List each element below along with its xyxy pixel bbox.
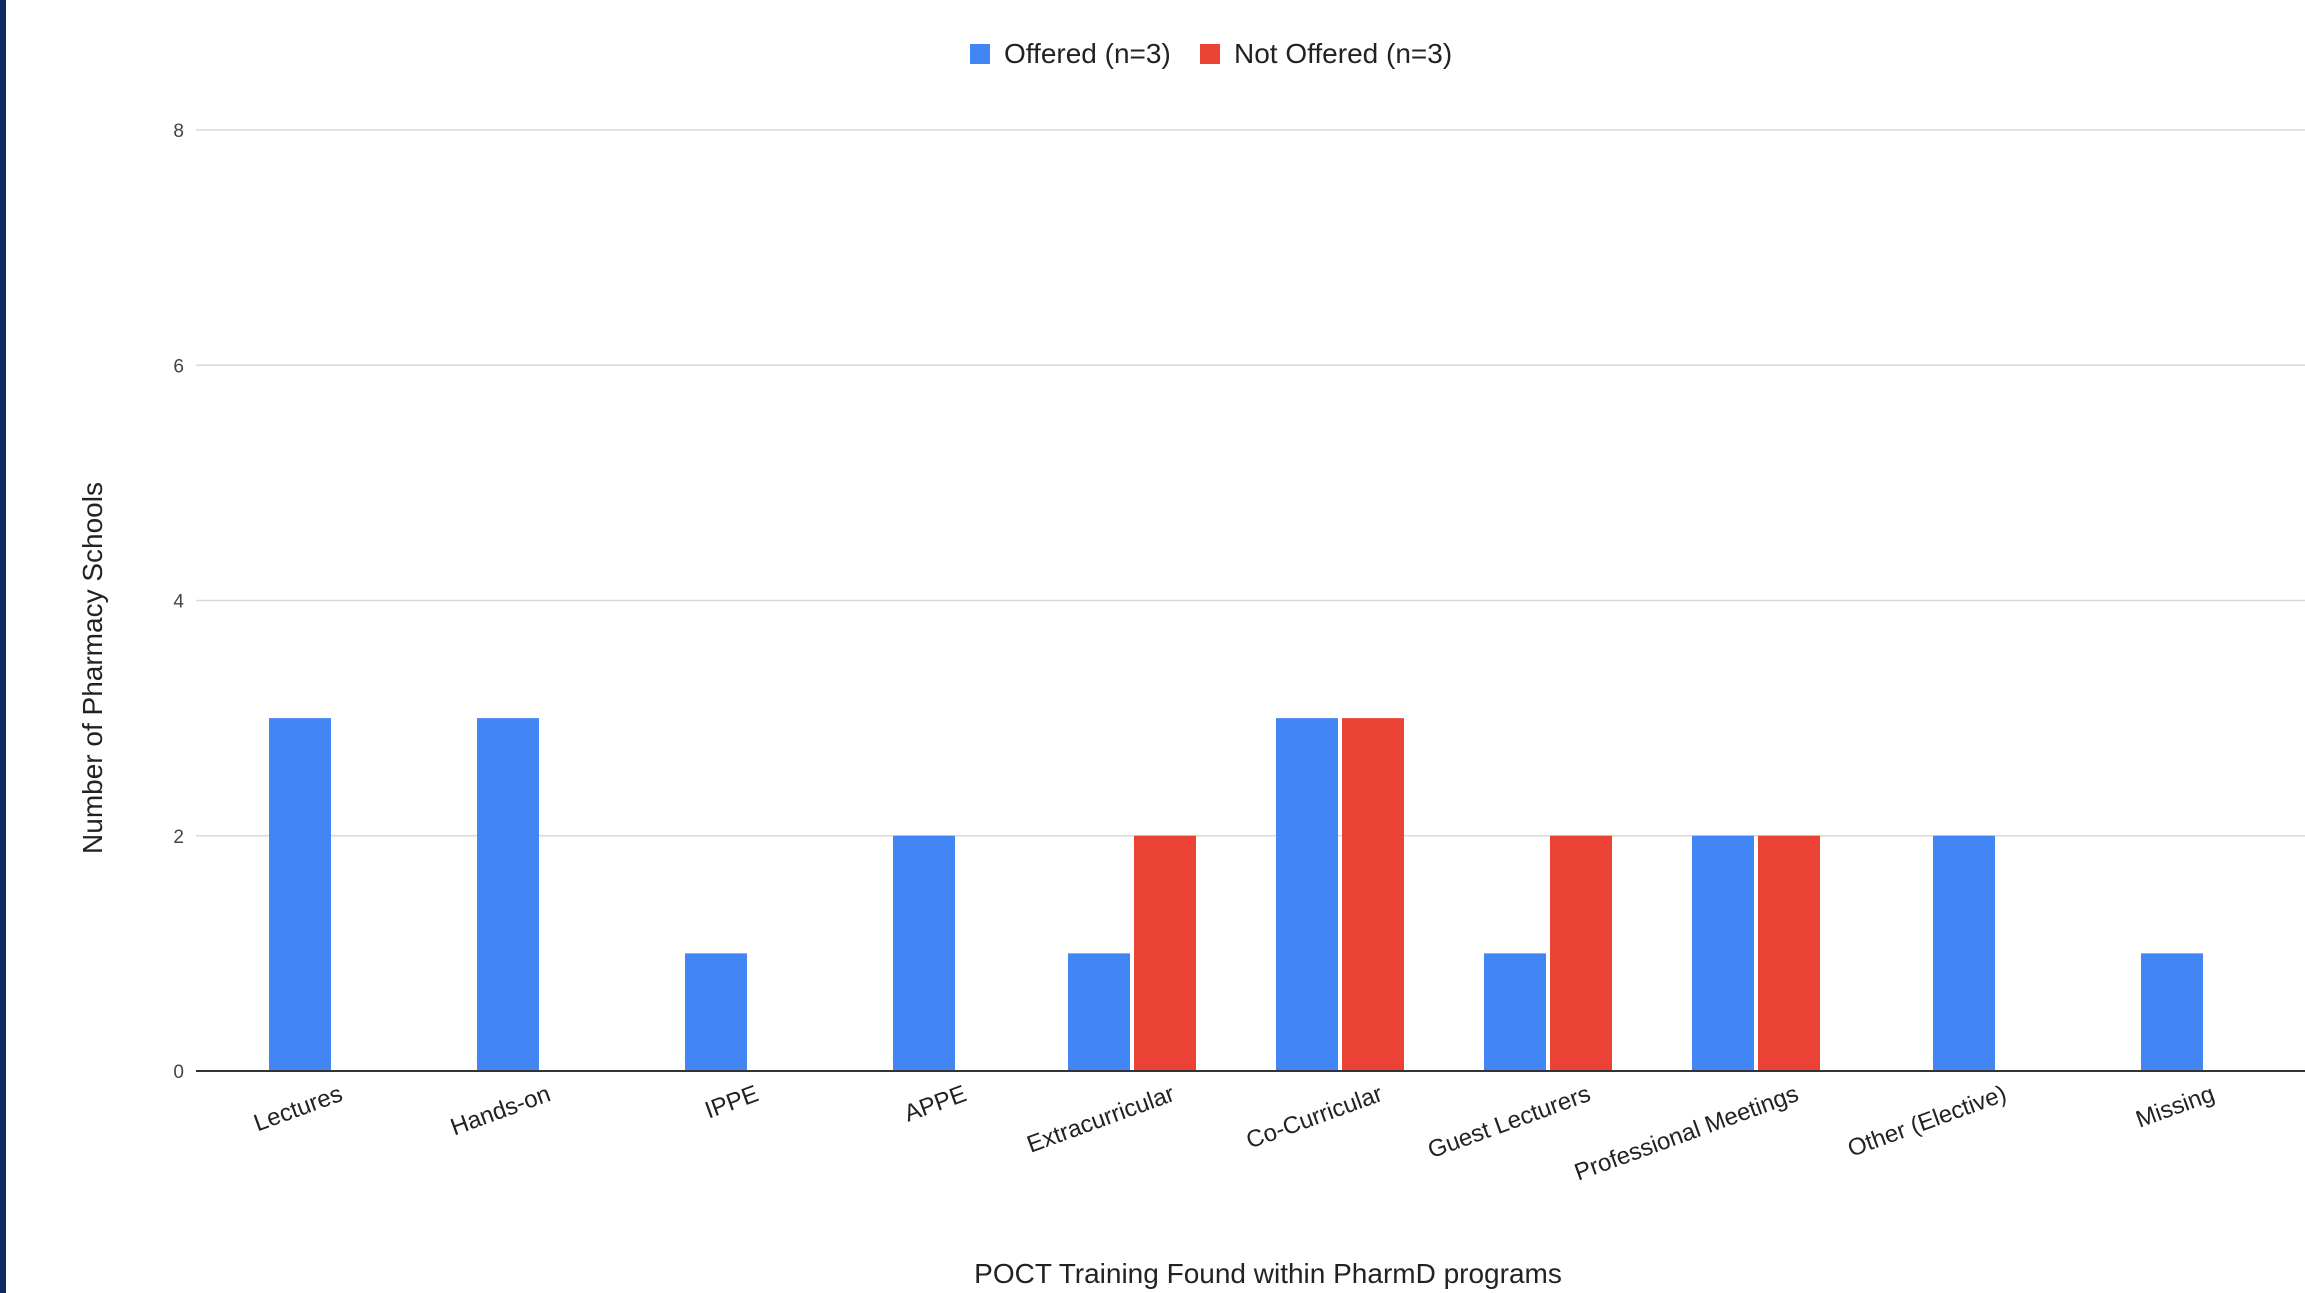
bars <box>269 718 2203 1071</box>
x-tick-label: Co-Curricular <box>1243 1080 1386 1154</box>
bar-offered <box>269 718 331 1071</box>
x-tick-label: Hands-on <box>447 1080 554 1141</box>
x-tick-label: IPPE <box>701 1080 762 1124</box>
y-tick-label: 6 <box>173 356 184 377</box>
y-tick-label: 2 <box>173 827 184 848</box>
bar-not-offered <box>1550 835 1612 1071</box>
bar-offered <box>1484 953 1546 1071</box>
x-tick-label: Professional Meetings <box>1571 1080 1802 1186</box>
x-tick-label: Other (Elective) <box>1844 1080 2010 1162</box>
legend-swatch <box>970 44 990 64</box>
left-border-bar <box>0 0 6 1293</box>
bar-offered <box>1068 953 1130 1071</box>
legend: Offered (n=3) Not Offered (n=3) <box>970 38 1452 69</box>
x-tick-label: APPE <box>901 1080 970 1127</box>
bar-offered <box>685 953 747 1071</box>
y-tick-label: 8 <box>173 121 184 142</box>
y-axis-title: Number of Pharmacy Schools <box>77 482 108 854</box>
bar-offered <box>2141 953 2203 1071</box>
bar-offered <box>477 718 539 1071</box>
x-tick-label: Missing <box>2132 1080 2218 1133</box>
bar-offered <box>1276 718 1338 1071</box>
legend-label: Offered (n=3) <box>1004 38 1171 69</box>
x-tick-label: Extracurricular <box>1023 1080 1178 1158</box>
bar-not-offered <box>1134 835 1196 1071</box>
x-tick-label: Guest Lecturers <box>1424 1080 1594 1164</box>
y-tick-label: 4 <box>173 592 184 613</box>
bar-offered <box>1692 835 1754 1071</box>
bar-offered <box>893 835 955 1071</box>
legend-swatch <box>1200 44 1220 64</box>
bar-not-offered <box>1342 718 1404 1071</box>
bar-offered <box>1933 835 1995 1071</box>
legend-label: Not Offered (n=3) <box>1234 38 1452 69</box>
x-axis-title: POCT Training Found within PharmD progra… <box>974 1258 1562 1289</box>
y-tick-label: 0 <box>173 1062 184 1083</box>
x-tick-label: Lectures <box>250 1080 346 1137</box>
bar-not-offered <box>1758 835 1820 1071</box>
